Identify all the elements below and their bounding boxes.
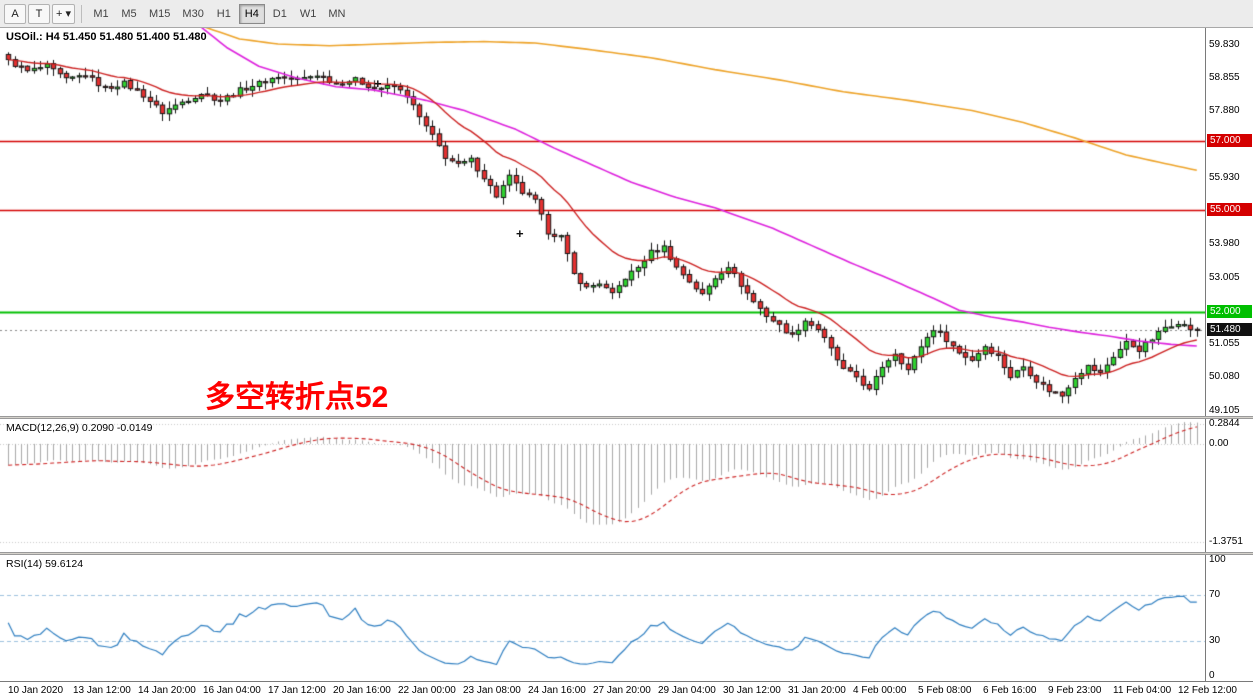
time-label: 12 Feb 12:00: [1178, 685, 1237, 696]
panel-splitter[interactable]: [0, 552, 1253, 555]
macd-tick: -1.3751: [1209, 535, 1243, 547]
tool-button-text-tool[interactable]: T: [28, 3, 50, 24]
level-badge: 57.000: [1207, 134, 1252, 148]
timeframe-button-D1[interactable]: D1: [272, 7, 287, 20]
time-label: 22 Jan 00:00: [398, 685, 456, 696]
price-chart-panel: USOil.: H4 51.450 51.480 51.400 51.480 多…: [0, 28, 1253, 416]
time-label: 30 Jan 12:00: [723, 685, 781, 696]
price-tick: 51.055: [1209, 338, 1240, 350]
time-label: 11 Feb 04:00: [1113, 685, 1172, 696]
time-label: 16 Jan 04:00: [203, 685, 261, 696]
macd-canvas[interactable]: [0, 419, 1205, 552]
price-tick: 57.880: [1209, 105, 1240, 117]
rsi-panel: RSI(14) 59.6124 100 70 30 0: [0, 553, 1253, 682]
tool-button-annotate[interactable]: A: [4, 3, 26, 24]
time-label: 31 Jan 20:00: [788, 685, 846, 696]
time-label: 5 Feb 08:00: [918, 685, 972, 696]
price-tick: 53.980: [1209, 238, 1240, 250]
time-label: 20 Jan 16:00: [333, 685, 391, 696]
time-label: 10 Jan 2020: [8, 685, 64, 696]
time-label: 14 Jan 20:00: [138, 685, 196, 696]
toolbar: A T + ▾ M1 M5 M15 M30 H1 H4 D1 W1 MN: [0, 0, 1253, 28]
price-tick: 59.830: [1209, 38, 1240, 50]
timeframe-button-MN[interactable]: MN: [328, 7, 346, 20]
timeframe-button-M1[interactable]: M1: [93, 7, 109, 20]
cross-marker: +: [516, 226, 524, 241]
time-axis: 10 Jan 2020 13 Jan 12:00 14 Jan 20:00 16 Ja…: [0, 681, 1253, 700]
time-label: 13 Jan 12:00: [73, 685, 131, 696]
price-tick: 50.080: [1209, 371, 1240, 383]
time-label: 4 Feb 00:00: [853, 685, 907, 696]
rsi-tick: 0: [1209, 670, 1215, 682]
price-tick: 58.855: [1209, 71, 1240, 83]
timeframe-button-M15[interactable]: M15: [149, 7, 171, 20]
timeframe-button-W1[interactable]: W1: [299, 7, 317, 20]
time-label: 9 Feb 23:00: [1048, 685, 1102, 696]
macd-tick: 0.2844: [1209, 417, 1240, 429]
cross-marker: +: [374, 76, 382, 91]
time-label: 23 Jan 08:00: [463, 685, 521, 696]
macd-axis: 0.2844 0.00 -1.3751: [1205, 417, 1253, 552]
rsi-axis: 100 70 30 0: [1205, 553, 1253, 682]
timeframe-button-H1[interactable]: H1: [216, 7, 231, 20]
level-badge: 52.000: [1207, 304, 1252, 318]
time-label: 29 Jan 04:00: [658, 685, 716, 696]
rsi-label: RSI(14) 59.6124: [6, 558, 84, 570]
timeframe-button-H4[interactable]: H4: [238, 3, 265, 24]
macd-label: MACD(12,26,9) 0.2090 -0.0149: [6, 422, 153, 434]
chart-title: USOil.: H4 51.450 51.480 51.400 51.480: [6, 31, 207, 43]
rsi-tick: 100: [1209, 553, 1226, 565]
price-chart-canvas[interactable]: [0, 28, 1205, 416]
time-label: 6 Feb 16:00: [983, 685, 1037, 696]
rsi-tick: 30: [1209, 635, 1221, 647]
price-axis: 59.830 58.855 57.880 55.930 53.980 53.005 51.0…: [1205, 28, 1253, 416]
price-tick: 55.930: [1209, 171, 1240, 183]
rsi-canvas[interactable]: [0, 555, 1205, 681]
timeframe-button-M5[interactable]: M5: [121, 7, 137, 20]
time-label: 27 Jan 20:00: [593, 685, 651, 696]
price-tick: 53.005: [1209, 271, 1240, 283]
time-label: 17 Jan 12:00: [268, 685, 326, 696]
tool-button-group: A T + ▾: [4, 3, 76, 24]
macd-panel: MACD(12,26,9) 0.2090 -0.0149 0.2844 0.00 -…: [0, 417, 1253, 552]
level-badge: 55.000: [1207, 202, 1252, 216]
tool-button-crosshair[interactable]: + ▾: [52, 3, 76, 24]
panel-splitter[interactable]: [0, 416, 1253, 419]
annotation-text: 多空转折点52: [205, 381, 389, 414]
timeframe-button-M30[interactable]: M30: [182, 7, 204, 20]
rsi-tick: 70: [1209, 588, 1221, 600]
timeframe-button-group: M1 M5 M15 M30 H1 H4 D1 W1 MN: [88, 3, 350, 24]
macd-tick: 0.00: [1209, 437, 1229, 449]
time-label: 24 Jan 16:00: [528, 685, 586, 696]
price-tick: 49.105: [1209, 404, 1240, 416]
toolbar-separator: [81, 4, 83, 23]
current-price-badge: 51.480: [1207, 322, 1252, 336]
